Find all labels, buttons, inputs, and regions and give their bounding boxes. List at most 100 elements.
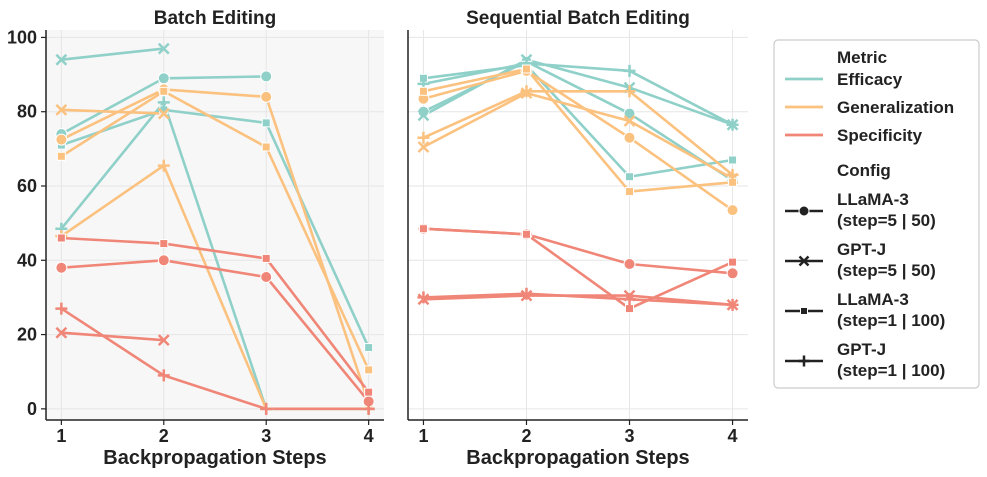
data-point [364,343,374,353]
data-point [521,229,531,239]
data-point [521,64,531,74]
legend-metric-label: Efficacy [837,70,903,89]
data-point [55,326,68,339]
x-axis-label: Backpropagation Steps [103,447,326,469]
legend-config-sublabel: (step=1 | 100) [837,361,945,380]
data-point [623,258,636,270]
data-point [157,254,170,267]
y-tick-label: 20 [17,325,37,345]
data-point [726,298,739,311]
data-point [418,86,428,96]
legend-config-label: GPT-J [837,240,886,259]
series-line [60,88,370,404]
data-point [623,115,636,127]
legend-config-marker [798,255,810,267]
legend-metrics: Efficacy Generalization Specificity [785,70,954,145]
legend-config-title: Config [837,161,891,180]
series-line [61,331,164,342]
data-point [261,142,271,152]
data-point [362,402,375,415]
data-point [520,85,533,98]
data-point [623,131,636,144]
y-tick-label: 80 [17,102,37,122]
x-tick-label: 4 [364,426,374,446]
chart-title: Batch Editing [154,8,276,29]
data-point [55,103,68,116]
series-line [423,63,733,179]
data-point [364,387,374,397]
legend-config-label: LLaMA-3 [837,290,909,309]
data-point [157,369,170,382]
data-point [417,291,430,304]
data-point [260,90,273,103]
legend-configs: LLaMA-3 (step=5 | 50) GPT-J (step=5 | 50) LL… [785,190,945,380]
data-point [56,233,66,243]
plot-background [46,30,384,420]
series-line [61,108,164,115]
legend-metric-title: Metric [837,48,887,67]
x-axis-label: Backpropagation Steps [466,447,689,469]
legend-config-label: GPT-J [837,340,886,359]
x-tick-label: 1 [56,426,66,446]
data-point [55,302,68,315]
data-point [157,107,170,120]
x-tick-label: 2 [159,426,169,446]
series-line [423,227,733,275]
y-tick-label: 40 [17,250,37,270]
data-point [728,257,738,267]
chart-title: Sequential Batch Editing [466,8,690,29]
data-point [417,105,430,118]
legend-config-sublabel: (step=5 | 50) [837,211,936,230]
x-tick-label: 3 [625,426,635,446]
series-line [423,62,734,126]
series-line [422,58,733,126]
series-line [60,108,370,349]
data-point [55,53,68,66]
series-line [61,258,370,403]
legend-config-sublabel: (step=5 | 50) [837,261,936,280]
data-point [157,334,170,347]
data-point [364,365,374,375]
data-point [726,168,739,181]
data-point [418,224,428,234]
series-line [61,236,370,393]
y-tick-label: 60 [17,176,37,196]
series-layer [55,42,375,415]
x-tick-label: 3 [261,426,271,446]
series-line [60,307,369,411]
data-point [728,155,738,165]
panel-sequential-batch-editing: 1 2 3 4 Sequential Batch Editing Backpropag… [407,8,748,469]
series-layer [417,53,739,314]
legend-config-sublabel: (step=1 | 100) [837,311,945,330]
data-point [726,267,739,280]
x-tick-label: 4 [728,426,738,446]
data-point [623,293,636,306]
data-point [417,131,430,144]
data-point [261,118,271,128]
data-point [625,187,635,197]
series-line [423,69,734,212]
data-point [157,159,170,172]
series-line [423,227,734,310]
y-tick-label: 0 [27,399,37,419]
legend-box [773,39,980,389]
data-point [625,172,635,182]
data-point [159,239,169,249]
data-point [55,133,68,146]
data-point [157,96,170,109]
data-point [726,204,739,217]
data-point [261,253,271,263]
series-line [423,292,733,307]
legend-metric-label: Generalization [837,98,954,117]
data-point [417,141,430,153]
series-line [422,91,734,180]
data-point [625,304,635,314]
series-line [61,47,164,62]
data-point [55,261,68,274]
data-point [56,151,66,161]
y-tick-label: 100 [7,27,37,47]
data-point [157,72,170,85]
